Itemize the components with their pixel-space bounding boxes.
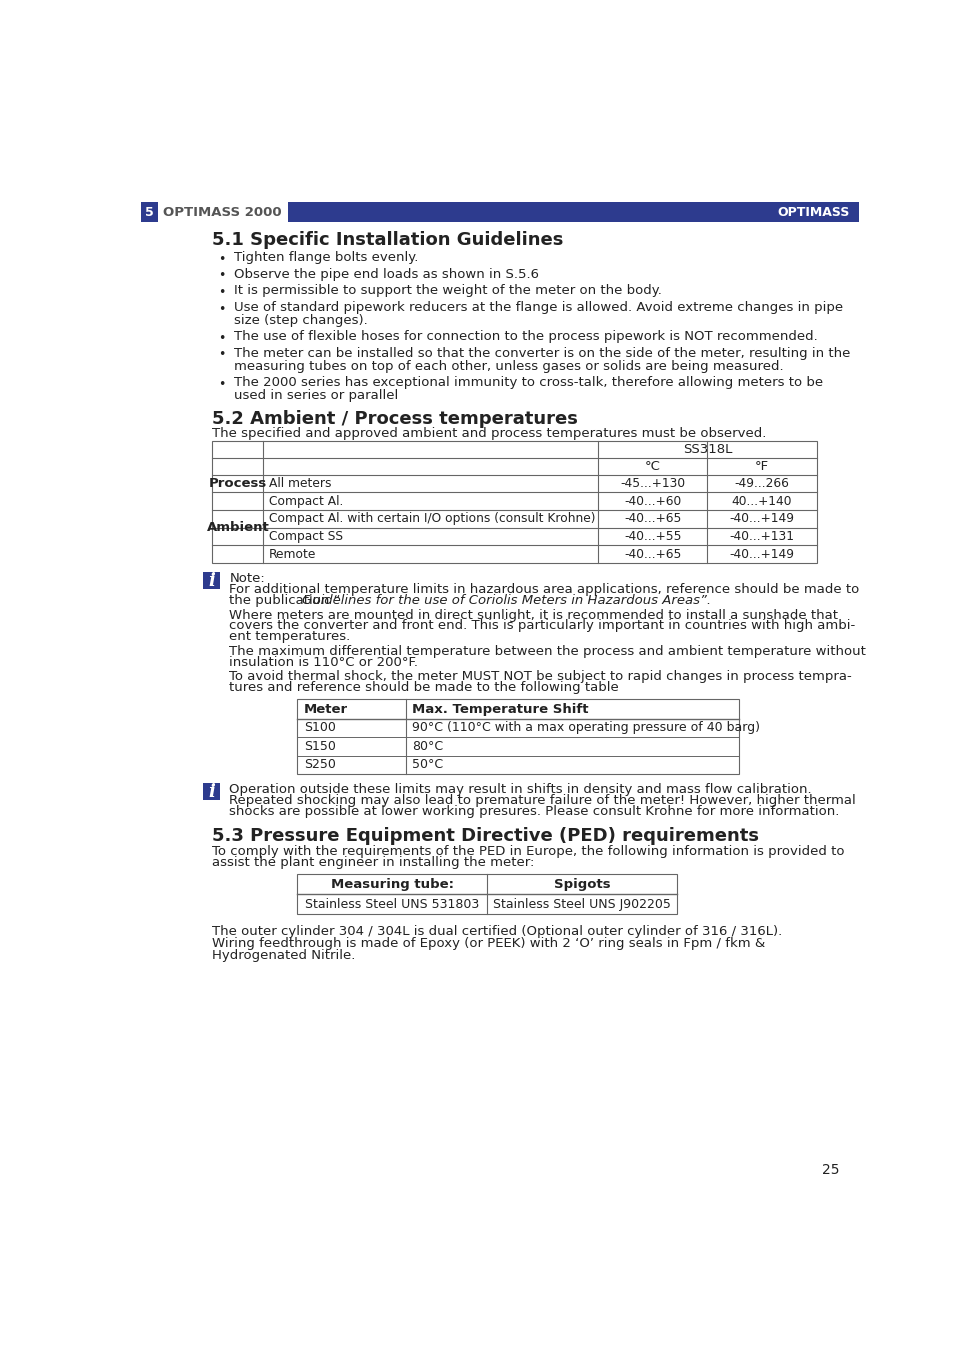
Text: i: i <box>208 783 214 801</box>
Text: Spigots: Spigots <box>554 878 610 891</box>
Text: Compact Al. with certain I/O options (consult Krohne): Compact Al. with certain I/O options (co… <box>269 513 595 525</box>
Text: °C: °C <box>644 459 660 472</box>
Text: •: • <box>218 270 226 282</box>
Text: i: i <box>208 572 214 590</box>
Text: The use of flexible hoses for connection to the process pipework is NOT recommen: The use of flexible hoses for connection… <box>233 331 817 343</box>
Text: -49...266: -49...266 <box>734 477 789 490</box>
Text: The specified and approved ambient and process temperatures must be observed.: The specified and approved ambient and p… <box>212 427 766 440</box>
Text: Operation outside these limits may result in shifts in density and mass flow cal: Operation outside these limits may resul… <box>229 783 811 796</box>
Bar <box>203 572 220 590</box>
Bar <box>297 875 677 914</box>
Text: •: • <box>218 348 226 362</box>
Text: -40...+55: -40...+55 <box>623 531 680 543</box>
Text: OPTIMASS: OPTIMASS <box>776 205 848 219</box>
Text: 5: 5 <box>145 205 153 219</box>
Text: °F: °F <box>754 459 768 472</box>
Text: size (step changes).: size (step changes). <box>233 313 367 327</box>
Text: 5.3 Pressure Equipment Directive (PED) requirements: 5.3 Pressure Equipment Directive (PED) r… <box>212 826 759 845</box>
Text: 50°C: 50°C <box>412 759 443 771</box>
Text: The 2000 series has exceptional immunity to cross-talk, therefore allowing meter: The 2000 series has exceptional immunity… <box>233 377 822 389</box>
Text: All meters: All meters <box>269 477 331 490</box>
Text: Max. Temperature Shift: Max. Temperature Shift <box>412 702 588 716</box>
Text: OPTIMASS 2000: OPTIMASS 2000 <box>162 205 281 219</box>
Text: ent temperatures.: ent temperatures. <box>229 630 350 643</box>
Text: Ambient: Ambient <box>206 521 269 535</box>
Text: The meter can be installed so that the converter is on the side of the meter, re: The meter can be installed so that the c… <box>233 347 849 360</box>
Text: Use of standard pipework reducers at the flange is allowed. Avoid extreme change: Use of standard pipework reducers at the… <box>233 301 842 315</box>
Bar <box>212 440 816 563</box>
Text: Tighten flange bolts evenly.: Tighten flange bolts evenly. <box>233 251 417 265</box>
Text: S100: S100 <box>303 721 335 734</box>
Text: shocks are possible at lower working presures. Please consult Krohne for more in: shocks are possible at lower working pre… <box>229 805 839 818</box>
Text: 25: 25 <box>821 1162 840 1177</box>
Text: -40...+149: -40...+149 <box>729 548 794 560</box>
Text: -40...+65: -40...+65 <box>623 548 680 560</box>
Text: •: • <box>218 378 226 390</box>
Text: Stainless Steel UNS 531803: Stainless Steel UNS 531803 <box>305 898 479 911</box>
Text: Wiring feedthrough is made of Epoxy (or PEEK) with 2 ‘O’ ring seals in Fpm / fkm: Wiring feedthrough is made of Epoxy (or … <box>212 937 764 950</box>
Bar <box>297 699 739 774</box>
Text: The outer cylinder 304 / 304L is dual certified (Optional outer cylinder of 316 : The outer cylinder 304 / 304L is dual ce… <box>212 925 781 938</box>
Text: 90°C (110°C with a max operating pressure of 40 barg): 90°C (110°C with a max operating pressur… <box>412 721 760 734</box>
Text: S150: S150 <box>303 740 335 753</box>
Text: Compact Al.: Compact Al. <box>269 494 343 508</box>
Text: Process: Process <box>209 477 267 490</box>
Text: 5.2 Ambient / Process temperatures: 5.2 Ambient / Process temperatures <box>212 410 578 428</box>
Text: The maximum differential temperature between the process and ambient temperature: The maximum differential temperature bet… <box>229 645 865 657</box>
Text: •: • <box>218 302 226 316</box>
Text: Meter: Meter <box>303 702 348 716</box>
Text: used in series or parallel: used in series or parallel <box>233 389 397 402</box>
Text: Hydrogenated Nitrile.: Hydrogenated Nitrile. <box>212 949 355 963</box>
Text: Note:: Note: <box>229 572 265 586</box>
Text: 40...+140: 40...+140 <box>731 494 792 508</box>
Text: assist the plant engineer in installing the meter:: assist the plant engineer in installing … <box>212 856 534 869</box>
Text: -40...+149: -40...+149 <box>729 513 794 525</box>
Text: 80°C: 80°C <box>412 740 443 753</box>
Text: insulation is 110°C or 200°F.: insulation is 110°C or 200°F. <box>229 656 417 668</box>
Text: measuring tubes on top of each other, unless gases or solids are being measured.: measuring tubes on top of each other, un… <box>233 359 782 373</box>
Bar <box>203 783 220 801</box>
Text: -40...+60: -40...+60 <box>623 494 680 508</box>
Text: Measuring tube:: Measuring tube: <box>331 878 454 891</box>
Text: the publication “: the publication “ <box>229 594 340 608</box>
Text: Stainless Steel UNS J902205: Stainless Steel UNS J902205 <box>493 898 671 911</box>
Text: •: • <box>218 332 226 344</box>
Text: -40...+65: -40...+65 <box>623 513 680 525</box>
Text: To comply with the requirements of the PED in Europe, the following information : To comply with the requirements of the P… <box>212 845 843 859</box>
Text: Where meters are mounted in direct sunlight, it is recommended to install a suns: Where meters are mounted in direct sunli… <box>229 609 838 621</box>
Text: S250: S250 <box>303 759 335 771</box>
Text: Remote: Remote <box>269 548 315 560</box>
Text: Compact SS: Compact SS <box>269 531 342 543</box>
Bar <box>288 202 858 221</box>
Text: SS318L: SS318L <box>682 443 731 456</box>
Bar <box>141 202 158 221</box>
Text: covers the converter and front end. This is particularly important in countries : covers the converter and front end. This… <box>229 620 855 632</box>
Text: tures and reference should be made to the following table: tures and reference should be made to th… <box>229 680 618 694</box>
Text: -40...+131: -40...+131 <box>729 531 794 543</box>
Text: -45...+130: -45...+130 <box>619 477 684 490</box>
Text: Repeated shocking may also lead to premature failure of the meter! However, high: Repeated shocking may also lead to prema… <box>229 794 855 807</box>
Text: To avoid thermal shock, the meter MUST NOT be subject to rapid changes in proces: To avoid thermal shock, the meter MUST N… <box>229 670 851 683</box>
Text: the publication “: the publication “ <box>229 594 340 608</box>
Text: •: • <box>218 286 226 298</box>
Text: •: • <box>218 252 226 266</box>
Text: Guidelines for the use of Coriolis Meters in Hazardous Areas”.: Guidelines for the use of Coriolis Meter… <box>301 594 710 608</box>
Text: Observe the pipe end loads as shown in S.5.6: Observe the pipe end loads as shown in S… <box>233 267 538 281</box>
Text: 5.1 Specific Installation Guidelines: 5.1 Specific Installation Guidelines <box>212 231 563 250</box>
Text: For additional temperature limits in hazardous area applications, reference shou: For additional temperature limits in haz… <box>229 583 859 597</box>
Text: It is permissible to support the weight of the meter on the body.: It is permissible to support the weight … <box>233 285 661 297</box>
